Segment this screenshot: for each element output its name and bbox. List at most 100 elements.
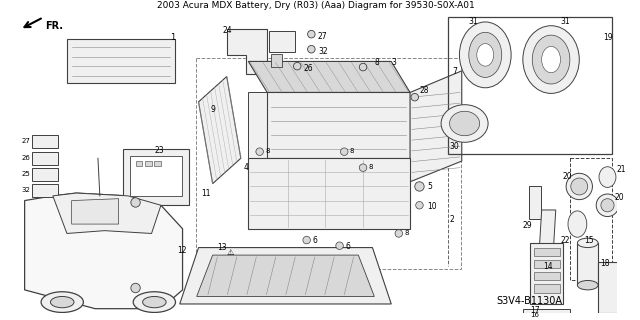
Ellipse shape	[571, 178, 588, 195]
Ellipse shape	[143, 296, 166, 308]
Text: 27: 27	[318, 32, 328, 41]
Circle shape	[359, 63, 367, 71]
Bar	[32, 152, 58, 165]
Text: 5: 5	[427, 182, 432, 191]
Text: 31: 31	[468, 17, 478, 26]
Ellipse shape	[441, 105, 488, 142]
Text: 1: 1	[170, 33, 175, 42]
Text: 26: 26	[304, 64, 314, 73]
Polygon shape	[248, 92, 267, 158]
Ellipse shape	[460, 22, 511, 88]
Bar	[196, 58, 461, 269]
Text: 32: 32	[318, 47, 328, 56]
Circle shape	[336, 242, 343, 250]
Title: 2003 Acura MDX Battery, Dry (R03) (Aaa) Diagram for 39530-S0X-A01: 2003 Acura MDX Battery, Dry (R03) (Aaa) …	[157, 1, 475, 10]
Circle shape	[294, 62, 301, 70]
Text: 11: 11	[202, 189, 211, 198]
Circle shape	[359, 164, 367, 172]
Polygon shape	[198, 76, 241, 184]
Text: 8: 8	[369, 164, 373, 170]
Ellipse shape	[577, 238, 598, 248]
Bar	[534, 248, 559, 256]
Text: 13: 13	[218, 243, 227, 252]
Bar	[136, 161, 142, 166]
Ellipse shape	[523, 26, 579, 93]
Text: 21: 21	[617, 165, 627, 174]
Text: 26: 26	[21, 155, 30, 161]
Bar	[32, 168, 58, 181]
Circle shape	[131, 198, 140, 207]
Polygon shape	[72, 199, 118, 224]
Text: 8: 8	[404, 230, 409, 236]
Bar	[124, 149, 189, 205]
Bar	[598, 262, 628, 313]
Ellipse shape	[449, 111, 479, 136]
Ellipse shape	[599, 167, 616, 188]
Text: 17: 17	[531, 306, 540, 315]
Ellipse shape	[568, 211, 587, 237]
Circle shape	[131, 283, 140, 293]
Circle shape	[308, 45, 315, 53]
Text: 23: 23	[154, 146, 164, 155]
Ellipse shape	[601, 199, 614, 212]
Text: 28: 28	[419, 86, 429, 95]
Polygon shape	[248, 158, 410, 229]
Text: 6: 6	[312, 236, 317, 245]
Circle shape	[415, 182, 424, 191]
Text: 27: 27	[21, 138, 30, 144]
Polygon shape	[196, 255, 374, 296]
Bar	[269, 31, 296, 52]
Text: 12: 12	[177, 246, 186, 255]
Circle shape	[395, 230, 403, 237]
Ellipse shape	[41, 292, 83, 312]
Ellipse shape	[566, 173, 593, 200]
Polygon shape	[67, 39, 175, 83]
Text: 25: 25	[22, 171, 30, 177]
Circle shape	[340, 148, 348, 156]
Bar	[271, 54, 282, 67]
Circle shape	[256, 148, 264, 156]
Text: 7: 7	[452, 67, 457, 76]
Text: 8: 8	[374, 58, 379, 67]
Polygon shape	[53, 193, 161, 234]
Text: 2: 2	[449, 215, 454, 224]
Bar	[534, 284, 559, 293]
Polygon shape	[227, 29, 267, 74]
Ellipse shape	[477, 44, 493, 66]
Circle shape	[416, 202, 423, 209]
Bar	[32, 184, 58, 197]
Ellipse shape	[532, 35, 570, 84]
Ellipse shape	[469, 32, 502, 77]
Text: 6: 6	[345, 242, 350, 251]
Ellipse shape	[577, 280, 598, 290]
Text: 8: 8	[350, 148, 355, 154]
Text: 19: 19	[603, 33, 612, 42]
Bar	[577, 243, 598, 285]
Circle shape	[308, 30, 315, 38]
Ellipse shape	[541, 46, 561, 73]
Bar	[32, 135, 58, 148]
Polygon shape	[248, 61, 410, 92]
Text: 9: 9	[211, 105, 216, 114]
Bar	[529, 187, 541, 220]
Text: 14: 14	[543, 262, 553, 271]
Bar	[570, 158, 612, 280]
Ellipse shape	[51, 296, 74, 308]
Text: 22: 22	[561, 236, 570, 245]
Polygon shape	[180, 248, 391, 304]
Bar	[154, 161, 161, 166]
Text: 30: 30	[449, 142, 460, 151]
Text: S3V4-B1130A: S3V4-B1130A	[497, 296, 563, 307]
Text: 16: 16	[531, 312, 540, 318]
Text: 31: 31	[561, 17, 570, 26]
Bar	[145, 161, 152, 166]
Text: 32: 32	[21, 187, 30, 193]
Circle shape	[303, 236, 310, 244]
Circle shape	[411, 93, 419, 101]
Text: 4: 4	[244, 163, 248, 172]
Text: 20: 20	[615, 193, 625, 202]
Bar	[130, 156, 182, 196]
Polygon shape	[539, 210, 556, 257]
Polygon shape	[267, 92, 410, 158]
Ellipse shape	[596, 194, 619, 217]
